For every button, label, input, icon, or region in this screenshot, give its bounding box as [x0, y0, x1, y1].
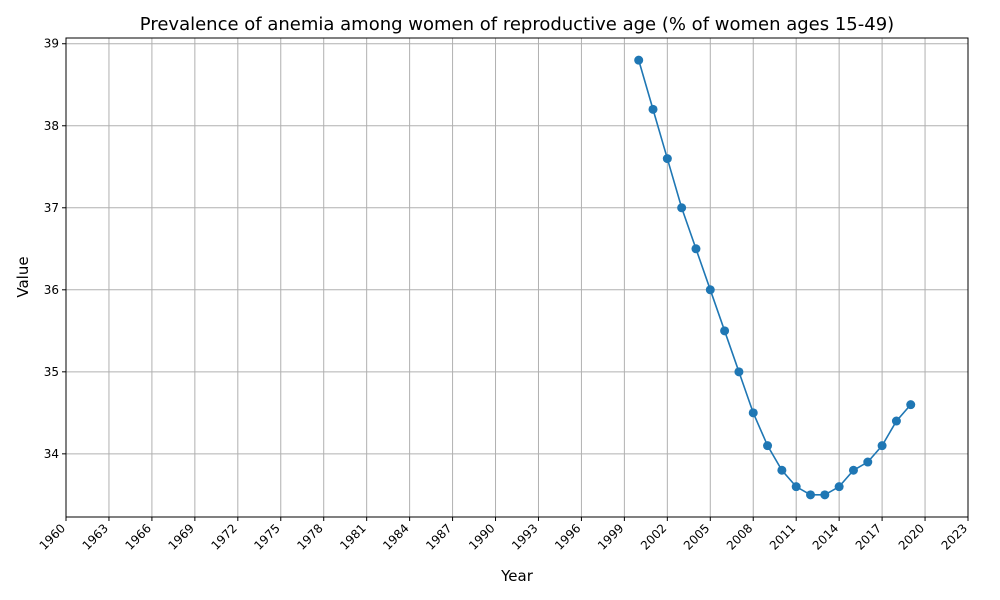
- x-tick-label: 1966: [123, 521, 154, 552]
- data-point: [777, 465, 787, 475]
- data-point: [791, 482, 801, 492]
- data-point: [820, 490, 830, 500]
- x-tick-label: 1963: [80, 521, 111, 552]
- x-tick-label: 1978: [294, 521, 325, 552]
- data-point: [748, 408, 758, 418]
- series: [634, 55, 916, 500]
- data-point: [906, 400, 916, 410]
- data-point: [634, 55, 644, 65]
- x-tick-label: 1990: [466, 521, 497, 552]
- x-tick-label: 1972: [208, 521, 239, 552]
- x-tick-label: 1993: [509, 521, 540, 552]
- x-tick-label: 1969: [165, 521, 196, 552]
- data-point: [720, 326, 730, 336]
- data-point: [763, 441, 773, 451]
- x-tick-label: 1984: [380, 521, 411, 552]
- y-tick-label: 35: [44, 365, 59, 379]
- data-point: [734, 367, 744, 377]
- x-tick-label: 2005: [681, 521, 712, 552]
- x-tick-label: 2017: [853, 521, 884, 552]
- y-tick-label: 34: [44, 447, 59, 461]
- data-point: [806, 490, 816, 500]
- data-point: [891, 416, 901, 426]
- grid: [65, 38, 969, 517]
- x-axis: 1960 1963 1966 1969 1972 1975 1978 1981 1984 1987…: [37, 517, 970, 553]
- x-tick-label: 2014: [810, 521, 841, 552]
- data-point: [705, 285, 715, 295]
- data-point: [691, 244, 701, 254]
- data-point: [848, 465, 858, 475]
- y-tick-label: 37: [44, 201, 59, 215]
- x-tick-label: 2008: [724, 521, 755, 552]
- x-axis-label: Year: [500, 567, 534, 585]
- plot-frame: [65, 37, 969, 518]
- y-tick-label: 36: [44, 283, 59, 297]
- data-point: [662, 154, 672, 164]
- x-tick-label: 1987: [423, 521, 454, 552]
- y-axis-label: Value: [14, 256, 32, 297]
- data-point: [677, 203, 687, 213]
- x-tick-label: 2002: [638, 521, 669, 552]
- data-point: [834, 482, 844, 492]
- x-tick-label: 1981: [337, 521, 368, 552]
- x-tick-label: 1996: [552, 521, 583, 552]
- x-tick-label: 2023: [939, 521, 970, 552]
- chart-title: Prevalence of anemia among women of repr…: [140, 14, 894, 35]
- x-tick-label: 1960: [37, 521, 68, 552]
- x-tick-label: 2020: [896, 521, 927, 552]
- x-tick-label: 1999: [595, 521, 626, 552]
- x-tick-label: 2011: [767, 521, 798, 552]
- data-point: [877, 441, 887, 451]
- data-point: [863, 457, 873, 467]
- y-axis: 34 35 36 37 38 39: [44, 37, 66, 461]
- data-point: [648, 104, 658, 114]
- y-tick-label: 38: [44, 119, 59, 133]
- y-tick-label: 39: [44, 37, 59, 51]
- x-tick-label: 1975: [251, 521, 282, 552]
